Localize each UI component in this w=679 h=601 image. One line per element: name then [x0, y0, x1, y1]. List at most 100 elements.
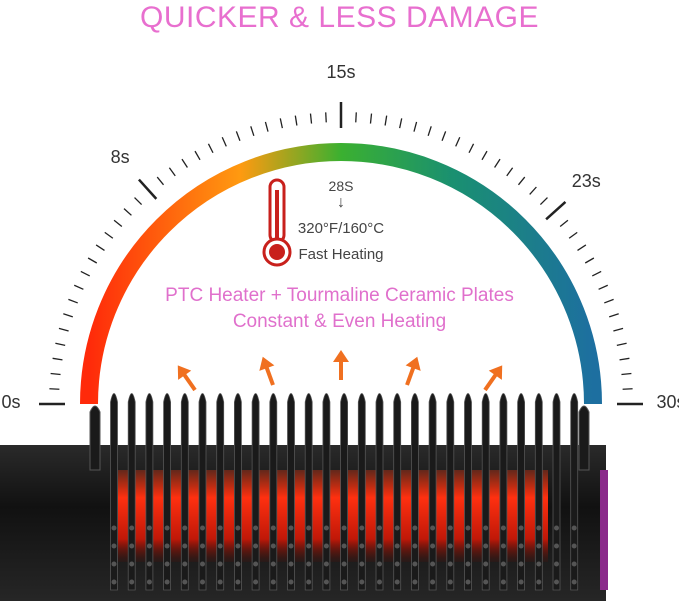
dial-label-8s: 8s: [110, 146, 130, 167]
comb-tooth: [110, 393, 118, 591]
comb-tooth: [446, 393, 455, 591]
thermometer-icon: [262, 178, 292, 267]
minor-tick: [207, 143, 214, 154]
comb-tooth: [198, 393, 207, 591]
heat-arrow-icon: [333, 350, 349, 380]
minor-tick: [63, 313, 74, 318]
minor-tick: [539, 197, 548, 206]
headline: QUICKER & LESS DAMAGE: [140, 1, 539, 34]
minor-tick: [494, 158, 501, 168]
comb-tooth: [499, 393, 508, 591]
comb-tooth: [216, 393, 225, 591]
comb-tooth: [411, 393, 419, 591]
comb-tooth: [340, 393, 348, 591]
minor-tick: [481, 150, 488, 161]
heat-caption: Fast Heating: [298, 246, 384, 263]
minor-tick: [58, 327, 69, 332]
heat-arrow-icon: [483, 365, 503, 392]
minor-tick: [413, 121, 418, 132]
heating-glow: [118, 470, 548, 562]
minor-tick: [529, 186, 537, 195]
minor-tick: [398, 118, 403, 129]
minor-tick: [619, 357, 630, 361]
comb-tooth: [304, 393, 313, 591]
minor-tick: [613, 327, 624, 332]
minor-tick: [68, 298, 78, 304]
dial-label-15s: 15s: [326, 62, 356, 82]
minor-tick: [250, 126, 255, 137]
minor-tick: [616, 342, 627, 347]
minor-tick: [181, 158, 188, 168]
comb-tooth: [534, 393, 543, 591]
minor-tick: [427, 126, 432, 137]
minor-tick: [123, 208, 132, 216]
minor-tick: [294, 115, 298, 126]
major-tick: [137, 178, 158, 200]
minor-tick: [49, 388, 60, 390]
minor-tick: [279, 118, 284, 129]
minor-tick: [441, 131, 447, 141]
comb-tooth: [428, 393, 437, 591]
comb-tooth: [322, 393, 331, 591]
minor-tick: [80, 270, 91, 277]
minor-tick: [577, 244, 587, 251]
minor-tick: [621, 372, 632, 376]
comb-tooth: [234, 393, 242, 591]
minor-tick: [55, 342, 66, 347]
minor-tick: [455, 136, 461, 147]
minor-tick: [468, 143, 475, 154]
minor-tick: [73, 284, 84, 290]
comb-teeth: [89, 393, 590, 591]
minor-tick: [568, 231, 578, 239]
feature-line-2: Constant & Even Heating: [232, 311, 447, 332]
minor-tick: [591, 270, 602, 277]
comb-tooth: [357, 393, 366, 591]
minor-tick: [113, 219, 123, 228]
down-arrow-icon: ↓: [337, 194, 345, 211]
minor-tick: [87, 257, 98, 264]
comb-tooth: [269, 393, 278, 591]
minor-tick: [355, 112, 357, 123]
heat-temperature: 320°F/160°C: [297, 220, 385, 237]
minor-tick: [104, 231, 114, 239]
minor-tick: [168, 167, 176, 177]
minor-tick: [194, 150, 201, 161]
comb-tooth: [393, 393, 402, 591]
comb-tooth: [375, 393, 384, 591]
minor-tick: [622, 388, 633, 390]
comb-tooth: [127, 393, 136, 591]
minor-tick: [235, 131, 241, 141]
minor-tick: [50, 372, 61, 376]
heat-arc: [80, 143, 602, 405]
comb-tooth: [251, 393, 260, 591]
minor-tick: [384, 115, 388, 126]
minor-tick: [604, 298, 614, 304]
comb-tooth: [570, 393, 579, 591]
heat-time: 28S: [328, 178, 354, 194]
minor-tick: [369, 113, 373, 124]
comb-tooth: [145, 393, 154, 591]
heat-arrow-icon: [405, 356, 421, 386]
heat-arrow-icon: [259, 356, 275, 386]
comb-tooth: [163, 393, 171, 591]
comb-tooth: [180, 393, 189, 591]
minor-tick: [221, 136, 227, 147]
feature-line-1: PTC Heater + Tourmaline Ceramic Plates: [165, 285, 514, 306]
dial-label-0s: 0s: [1, 392, 21, 412]
comb-tooth: [464, 393, 472, 591]
comb-tooth: [517, 393, 525, 591]
minor-tick: [156, 176, 165, 186]
dial-label-30s: 30s: [656, 392, 679, 412]
comb-tooth: [481, 393, 490, 591]
minor-tick: [52, 357, 63, 361]
minor-tick: [309, 113, 313, 124]
dial-label-23s: 23s: [571, 171, 601, 192]
minor-tick: [506, 167, 514, 177]
minor-tick: [325, 112, 327, 123]
major-tick: [545, 200, 567, 221]
minor-tick: [264, 121, 269, 132]
minor-tick: [517, 176, 526, 186]
minor-tick: [608, 313, 619, 318]
comb-tooth: [552, 393, 561, 591]
